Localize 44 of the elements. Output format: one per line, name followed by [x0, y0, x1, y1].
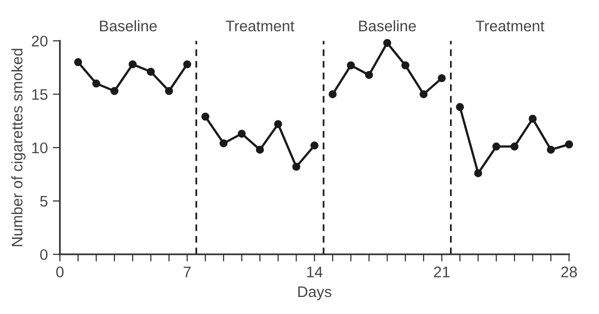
point [401, 61, 410, 70]
y-tick-label: 10 [32, 142, 48, 154]
point [438, 74, 446, 82]
x-tick-label: 0 [56, 266, 64, 278]
y-tick-label: 5 [40, 196, 48, 207]
y-tick-label: 0 [40, 249, 48, 260]
x-tick-label: 14 [307, 266, 323, 278]
point [528, 114, 537, 123]
text: Baseline [359, 20, 416, 32]
point [510, 142, 518, 151]
point [128, 60, 137, 68]
x-axis-title: Days [298, 286, 332, 300]
x-tick-label: 21 [434, 266, 450, 278]
point [256, 146, 264, 154]
point [492, 142, 500, 151]
point [201, 112, 210, 121]
x-tick-label: 28 [561, 266, 577, 278]
point [310, 141, 318, 150]
y-axis-title: Number of cigarettes smoked [11, 48, 26, 246]
point [110, 87, 118, 95]
point [383, 38, 392, 47]
point [365, 70, 374, 79]
point [456, 103, 464, 112]
y-tick-label: 15 [32, 89, 48, 100]
text: Baseline [100, 20, 157, 32]
x-tick-label: 7 [184, 266, 191, 278]
point [146, 68, 155, 76]
point [546, 146, 555, 154]
point [328, 90, 337, 98]
point [292, 162, 300, 171]
text: Treatment [476, 20, 544, 32]
point [274, 120, 282, 128]
point [238, 130, 246, 138]
point [183, 60, 192, 68]
text: Treatment [226, 20, 294, 32]
point [220, 139, 228, 148]
point [74, 58, 82, 66]
point [474, 169, 482, 178]
y-tick-label: 20 [32, 36, 48, 47]
point [346, 61, 355, 70]
point [165, 87, 173, 95]
point [420, 90, 428, 98]
point [92, 80, 100, 88]
point [565, 140, 574, 148]
